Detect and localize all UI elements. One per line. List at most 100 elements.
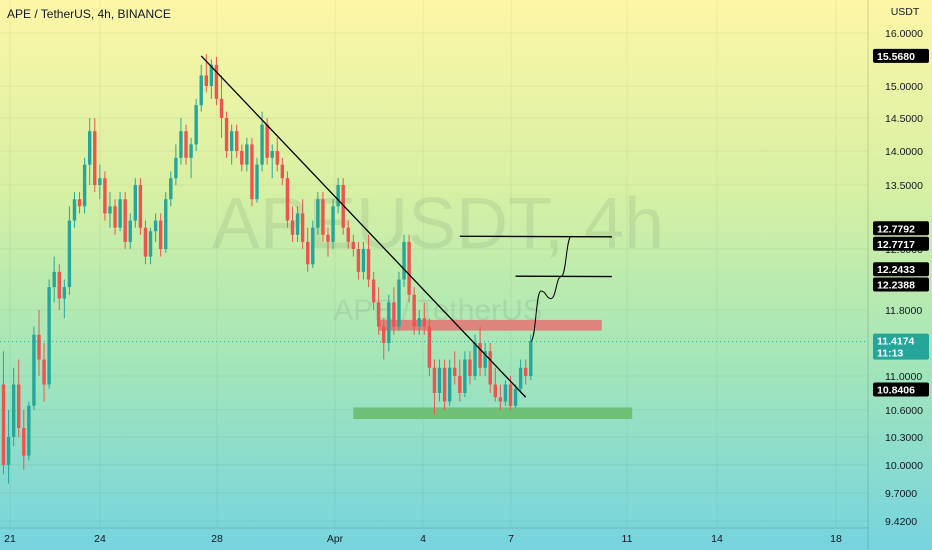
candle[interactable]: [468, 351, 472, 385]
price-level-badge[interactable]: 12.7717: [873, 236, 929, 251]
candle[interactable]: [336, 178, 340, 214]
candle[interactable]: [437, 359, 442, 402]
candle[interactable]: [255, 157, 259, 203]
candle[interactable]: [229, 124, 234, 165]
candle[interactable]: [6, 410, 11, 484]
candle[interactable]: [72, 192, 77, 228]
candle[interactable]: [62, 279, 67, 319]
candle[interactable]: [366, 234, 371, 288]
candle[interactable]: [442, 359, 447, 411]
candle[interactable]: [153, 213, 158, 242]
candle[interactable]: [93, 118, 97, 193]
candle[interactable]: [143, 220, 148, 265]
candle[interactable]: [518, 359, 523, 394]
price-level-badge[interactable]: 12.2388: [873, 277, 929, 292]
candle[interactable]: [47, 279, 51, 389]
candle[interactable]: [376, 287, 381, 335]
candle[interactable]: [422, 302, 427, 335]
candle[interactable]: [118, 192, 122, 232]
candle[interactable]: [67, 206, 72, 295]
candle[interactable]: [128, 213, 132, 249]
candle[interactable]: [463, 351, 467, 398]
candle[interactable]: [123, 192, 127, 249]
price-level-badge[interactable]: 10.8406: [873, 382, 929, 397]
candle[interactable]: [285, 171, 290, 228]
candle[interactable]: [77, 192, 82, 214]
candle[interactable]: [331, 199, 335, 249]
candle[interactable]: [235, 124, 239, 158]
candle[interactable]: [392, 287, 396, 335]
candle[interactable]: [326, 227, 330, 257]
candle[interactable]: [179, 118, 183, 165]
price-level-badge[interactable]: 12.7792: [873, 221, 929, 236]
candle[interactable]: [453, 351, 457, 385]
candle[interactable]: [402, 234, 406, 288]
price-level-badge[interactable]: 15.5680: [873, 48, 929, 63]
candle[interactable]: [108, 192, 112, 228]
candle[interactable]: [473, 334, 477, 381]
candle[interactable]: [113, 199, 117, 235]
candle[interactable]: [513, 384, 518, 409]
candle[interactable]: [356, 241, 361, 280]
candle[interactable]: [503, 380, 508, 406]
candle[interactable]: [42, 343, 46, 402]
candle[interactable]: [214, 56, 219, 106]
candle[interactable]: [194, 98, 198, 151]
candle[interactable]: [280, 157, 285, 185]
candle[interactable]: [245, 137, 249, 172]
candle[interactable]: [361, 241, 366, 280]
candle[interactable]: [321, 192, 325, 242]
candle[interactable]: [371, 271, 376, 310]
candle[interactable]: [306, 227, 310, 272]
candle[interactable]: [199, 64, 203, 112]
drawings-layer[interactable]: [0, 55, 868, 398]
candle[interactable]: [529, 334, 533, 381]
candle[interactable]: [1, 351, 6, 475]
candles-layer[interactable]: [1, 54, 533, 484]
candle[interactable]: [417, 310, 421, 335]
candle[interactable]: [524, 359, 528, 385]
candle[interactable]: [458, 359, 462, 402]
candle[interactable]: [169, 171, 173, 207]
candle[interactable]: [488, 343, 492, 393]
candle[interactable]: [275, 137, 279, 172]
candle[interactable]: [290, 206, 295, 242]
candle[interactable]: [133, 178, 138, 228]
candle[interactable]: [432, 359, 437, 415]
candle[interactable]: [189, 137, 193, 179]
candle[interactable]: [103, 171, 107, 221]
candle[interactable]: [498, 384, 503, 411]
candle[interactable]: [148, 227, 153, 265]
candle[interactable]: [346, 220, 350, 249]
candle[interactable]: [427, 318, 432, 376]
candle[interactable]: [351, 234, 356, 257]
time-axis[interactable]: 21 24 28 Apr 4 7 11 14 18: [0, 527, 868, 545]
price-level-badge[interactable]: 12.2433: [873, 262, 929, 277]
top-level-line[interactable]: [459, 235, 612, 238]
candle[interactable]: [397, 271, 401, 331]
price-axis[interactable]: USDT 16.0000 15.0000 14.5000 14.0000 13.5000 1…: [867, 0, 929, 550]
candle[interactable]: [98, 164, 102, 200]
resistance-zone[interactable]: [378, 319, 602, 331]
candle[interactable]: [483, 343, 487, 376]
candle[interactable]: [158, 213, 163, 257]
candle[interactable]: [240, 144, 244, 172]
support-zone[interactable]: [353, 407, 633, 419]
candle[interactable]: [412, 287, 416, 335]
candle[interactable]: [250, 137, 254, 207]
candle[interactable]: [11, 367, 16, 447]
candle[interactable]: [260, 111, 264, 172]
candle[interactable]: [341, 178, 345, 235]
candle[interactable]: [300, 199, 305, 249]
candle[interactable]: [22, 410, 26, 470]
candle[interactable]: [27, 401, 31, 461]
candle[interactable]: [52, 256, 56, 303]
candle[interactable]: [478, 326, 482, 377]
candle[interactable]: [174, 144, 178, 185]
candle[interactable]: [493, 367, 497, 402]
candle[interactable]: [270, 144, 274, 179]
candle[interactable]: [37, 310, 41, 376]
descending-resistance-line[interactable]: [200, 55, 527, 398]
